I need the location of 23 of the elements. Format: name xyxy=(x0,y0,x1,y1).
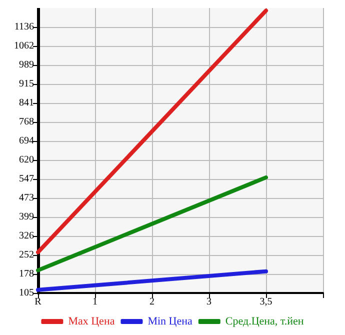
y-tick-label: 105 xyxy=(19,288,34,298)
x-tick-label: 1 xyxy=(92,296,98,308)
legend-label: Max Цена xyxy=(68,316,115,328)
x-tick-label: 3 xyxy=(206,296,212,308)
y-tick-label: 620 xyxy=(19,154,34,166)
y-tick-label: 768 xyxy=(19,116,34,128)
x-tick-label: R xyxy=(34,296,42,308)
y-tick-label: 399 xyxy=(19,212,34,223)
y-tick-label: 178 xyxy=(19,268,34,280)
y-tick-label: 326 xyxy=(19,230,34,242)
y-tick-label: 841 xyxy=(19,98,34,109)
y-tick-label: 989 xyxy=(19,60,34,70)
legend-label: Сред.Цена, т.йен xyxy=(225,316,304,328)
y-tick-label: 547 xyxy=(19,174,34,184)
y-tick-label: 1062 xyxy=(14,40,34,52)
x-tick-label: 2 xyxy=(150,296,154,308)
y-tick-label: 694 xyxy=(19,136,34,147)
x-tick-label: 3,5 xyxy=(260,296,272,308)
legend-label: Min Цена xyxy=(148,316,193,328)
y-tick-label: 915 xyxy=(19,78,34,90)
y-tick-label: 252 xyxy=(19,250,34,261)
y-tick-label: 473 xyxy=(19,192,34,204)
y-tick-label: 1136 xyxy=(14,22,34,33)
